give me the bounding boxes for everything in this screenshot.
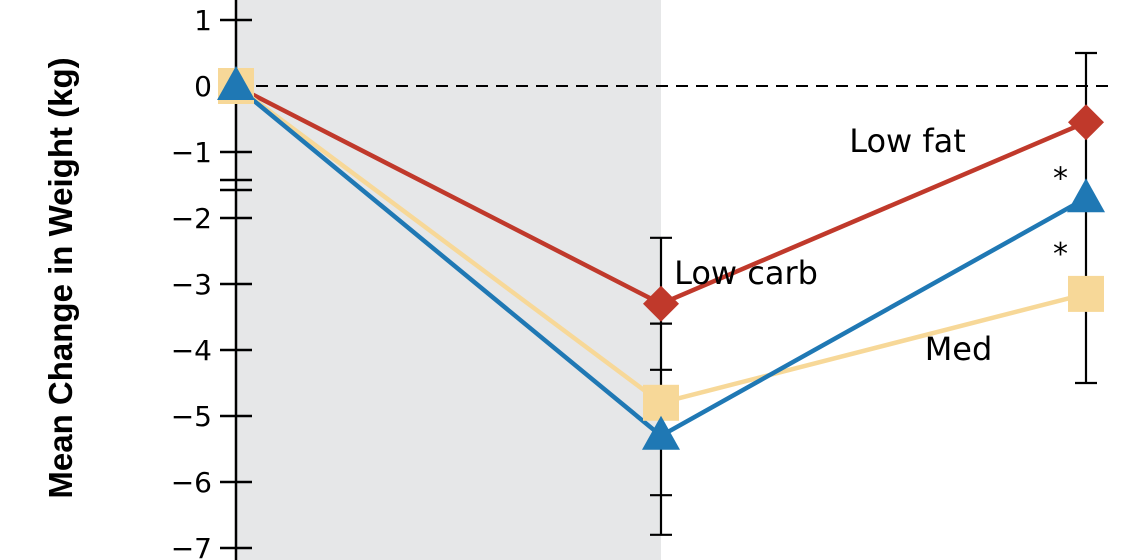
- y-tick-label: 1: [194, 4, 212, 37]
- series-label-low-carb: Low carb: [674, 254, 818, 292]
- shaded-phase: [236, 0, 661, 560]
- marker-low-carb: [642, 415, 680, 450]
- y-tick-label: −3: [171, 268, 212, 301]
- marker-low-carb: [1067, 178, 1105, 213]
- y-tick-label: −2: [171, 202, 212, 235]
- marker-med: [1068, 275, 1104, 312]
- series-label-low-fat: Low fat: [849, 122, 966, 160]
- y-tick-label: 0: [194, 70, 212, 103]
- significance-asterisk: *: [1053, 237, 1068, 272]
- marker-low-carb: [217, 66, 255, 100]
- series-label-med: Med: [925, 330, 993, 368]
- marker-low-fat: [643, 285, 679, 322]
- marker-med: [643, 384, 679, 421]
- significance-asterisk: *: [1053, 161, 1068, 196]
- marker-low-fat: [1068, 104, 1104, 141]
- y-tick-label: −1: [171, 136, 212, 169]
- y-tick-label: −5: [171, 400, 212, 433]
- y-tick-label: −6: [171, 466, 212, 499]
- y-axis-label: Mean Change in Weight (kg): [42, 57, 79, 498]
- y-tick-label: −7: [171, 532, 212, 560]
- y-tick-label: −4: [171, 334, 212, 367]
